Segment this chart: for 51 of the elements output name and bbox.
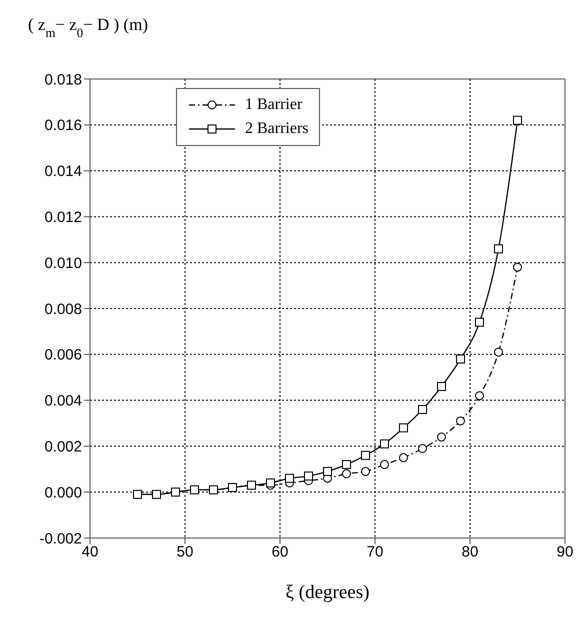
legend-label: 2 Barriers (245, 119, 309, 139)
point (133, 490, 142, 499)
y-axis-title: ( z$_{m}$− z$_{0}$− D ) (m) (28, 15, 148, 40)
point (380, 439, 389, 448)
point (247, 480, 256, 490)
y-tick-label: 0.010 (44, 254, 82, 272)
y-tick-label: -0.002 (39, 530, 82, 548)
point (475, 318, 484, 327)
y-tick-label: 0.004 (44, 392, 82, 410)
y-tick-label: 0.014 (44, 163, 82, 180)
y-tick-label: 0.012 (44, 209, 82, 226)
point (342, 460, 351, 470)
point (361, 450, 370, 460)
point (494, 348, 503, 357)
point (361, 466, 370, 476)
x-tick-label: 90 (556, 544, 574, 561)
y-tick-label: 0.008 (44, 300, 82, 318)
y-tick-label: 0.006 (44, 346, 82, 364)
x-tick-label: 50 (176, 544, 194, 561)
point (171, 488, 180, 497)
point (513, 116, 522, 125)
point (209, 485, 218, 494)
point (399, 423, 408, 432)
point (228, 483, 237, 492)
point (475, 391, 484, 400)
point (399, 453, 408, 462)
point (456, 354, 465, 364)
y-tick-label: 0.018 (44, 71, 82, 88)
point (437, 382, 446, 392)
x-axis-title: ξ (degrees) (286, 582, 370, 603)
point (304, 472, 313, 481)
point (513, 262, 522, 272)
point (190, 485, 199, 494)
point (342, 469, 351, 478)
x-tick-label: 80 (462, 544, 478, 561)
point (323, 466, 332, 476)
y-tick-label: 0.002 (44, 438, 82, 456)
point (437, 432, 446, 442)
point (494, 244, 503, 254)
point (380, 460, 389, 470)
x-tick-label: 70 (366, 544, 384, 561)
legend-label: 1 Barrier (245, 95, 302, 115)
point (418, 444, 427, 453)
y-tick-label: 0.000 (44, 484, 82, 502)
point (152, 490, 161, 499)
point (285, 474, 294, 483)
point (456, 416, 465, 426)
point (418, 404, 427, 414)
x-tick-label: 40 (82, 544, 98, 561)
x-tick-label: 60 (272, 544, 288, 561)
y-tick-label: 0.016 (44, 117, 82, 134)
